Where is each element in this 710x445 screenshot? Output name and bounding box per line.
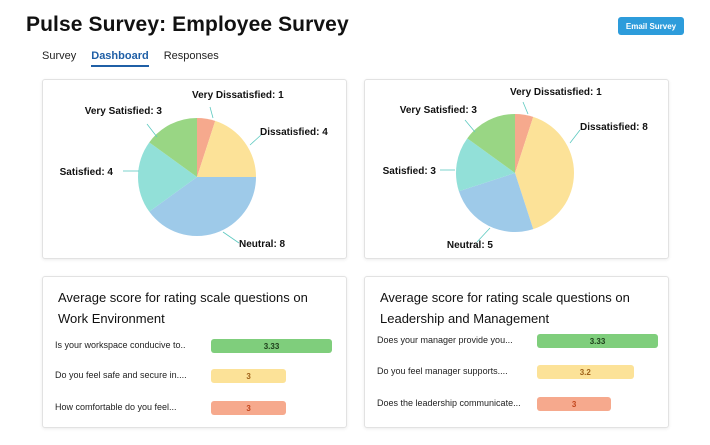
pie-slice-very-satisfied[interactable] [149,118,197,177]
score-bar: 3.33 [537,334,658,348]
pie-label-very-satisfied: Very Satisfied: 3 [400,105,478,116]
pie-label-satisfied: Satisfied: 4 [60,167,114,178]
pie-chart-card-leadership: Very Dissatisfied: 1 Dissatisfied: 8 Neutr… [364,79,669,259]
pie-label-very-dissatisfied: Very Dissatisfied: 1 [510,87,602,98]
page-title: Pulse Survey: Employee Survey [26,13,349,36]
bar-chart-title: Average score for rating scale questions… [380,290,630,326]
question-label: Does your manager provide you... [377,335,513,345]
pie-slice-neutral[interactable] [149,177,256,236]
pie-label-dissatisfied: Dissatisfied: 8 [580,122,648,133]
tab-survey[interactable]: Survey [42,50,77,62]
pie-label-connector [569,129,581,144]
question-label: Is your workspace conducive to.. [55,340,186,350]
bar-chart-title: Average score for rating scale questions… [58,290,308,326]
pie-label-very-satisfied: Very Satisfied: 3 [85,106,163,117]
bar-chart-card-leadership: Average score for rating scale questions… [364,276,669,428]
tab-dashboard[interactable]: Dashboard [91,50,149,67]
pie-label-connector [249,134,262,146]
pie-label-connector [476,227,491,243]
score-bar: 3.2 [537,365,634,379]
score-bar: 3 [211,401,287,415]
question-label: Do you feel manager supports.... [377,366,508,376]
pie-slice-satisfied[interactable] [456,138,515,192]
pie-chart-card-work-environment: Very Dissatisfied: 1 Dissatisfied: 4 Neutr… [42,79,347,259]
pie-slice-very-satisfied[interactable] [467,114,515,173]
score-bar: 3 [211,369,287,383]
pie-slice-dissatisfied[interactable] [515,116,574,230]
pie-label-connector [222,231,240,244]
pie-slice-satisfied[interactable] [138,142,197,212]
pie-chart: Very Dissatisfied: 1 Dissatisfied: 4 Neutr… [60,90,329,250]
pie-label-neutral: Neutral: 5 [447,240,494,251]
bar-chart-card-work-environment: Average score for rating scale questions… [42,276,347,428]
pie-slice-dissatisfied[interactable] [197,120,256,177]
pie-slice-very-dissatisfied[interactable] [197,118,216,177]
tab-bar: Survey Dashboard Responses [42,50,234,67]
email-survey-button[interactable]: Email Survey [618,17,684,35]
pie-label-connector [464,119,476,133]
pie-chart: Very Dissatisfied: 1 Dissatisfied: 8 Neutr… [383,87,649,251]
score-bar: 3.33 [211,339,332,353]
score-bar: 3 [537,397,612,411]
question-label: Do you feel safe and secure in.... [55,370,187,380]
pie-label-very-dissatisfied: Very Dissatisfied: 1 [192,90,284,101]
pie-label-dissatisfied: Dissatisfied: 4 [260,127,328,138]
question-label: How comfortable do you feel... [55,402,177,412]
pie-label-connector [146,123,158,138]
pie-label-connector [209,106,214,119]
tab-responses[interactable]: Responses [163,50,219,62]
pie-label-connector [522,101,529,115]
pie-slice-neutral[interactable] [458,173,534,232]
pie-label-neutral: Neutral: 8 [239,239,286,250]
pie-label-satisfied: Satisfied: 3 [383,166,437,177]
pie-slice-very-dissatisfied[interactable] [515,114,534,173]
question-label: Does the leadership communicate... [377,398,521,408]
